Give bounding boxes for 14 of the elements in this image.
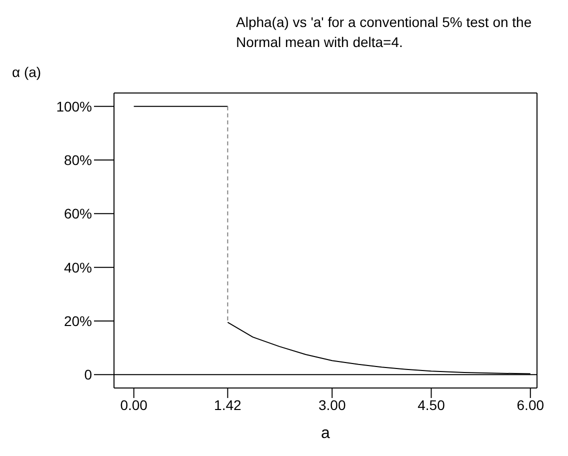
x-tick-label: 1.42 (214, 396, 242, 413)
x-tick-label: 0.00 (120, 396, 148, 413)
x-tick-label: 6.00 (516, 396, 544, 413)
y-tick-label: 40% (64, 259, 92, 276)
y-tick-label: 0 (84, 366, 92, 383)
x-axis-title: a (321, 425, 330, 442)
y-tick-label: 20% (64, 312, 92, 329)
y-axis-title: α (a) (12, 64, 42, 80)
chart-title: Alpha(a) vs 'a' for a conventional 5% test on the Normal mean with delta=4. (236, 13, 533, 52)
y-tick-label: 80% (64, 152, 92, 168)
x-tick-label: 4.50 (418, 396, 446, 413)
y-tick-label: 100% (56, 98, 92, 114)
x-tick-label: 3.00 (318, 396, 346, 413)
y-tick-label: 60% (64, 206, 92, 222)
